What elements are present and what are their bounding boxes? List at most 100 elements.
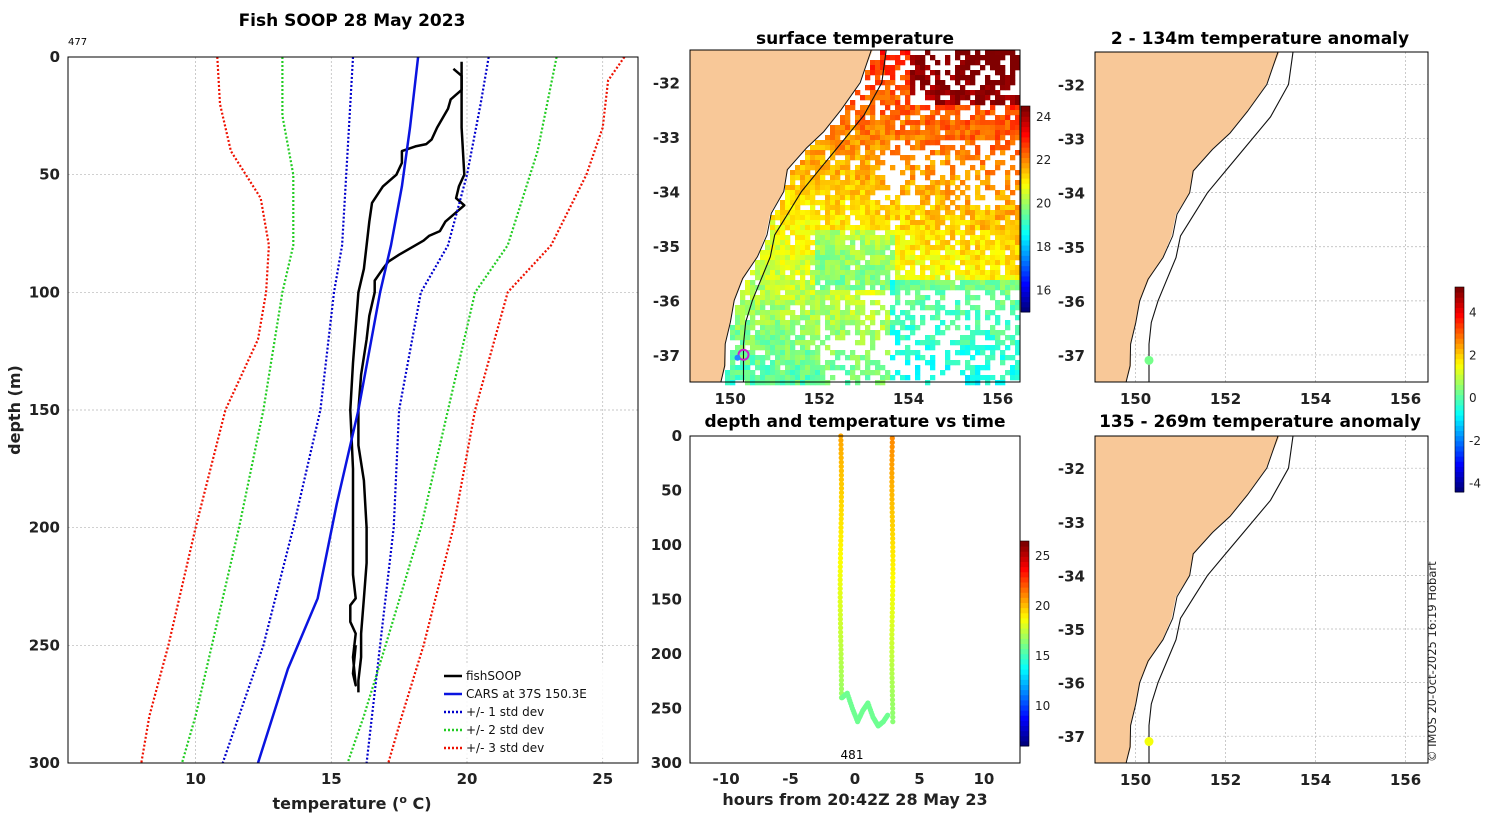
timeseries-colorbar-segment xyxy=(1020,699,1029,706)
sst-pixel xyxy=(970,90,976,96)
sst-pixel xyxy=(895,110,901,116)
sst-pixel xyxy=(915,125,921,131)
sst-pixel xyxy=(795,230,801,236)
sst-pixel xyxy=(800,190,806,196)
timeseries-point xyxy=(838,498,845,504)
sst-pixel xyxy=(835,220,841,226)
sst-pixel xyxy=(775,330,781,336)
sst-pixel xyxy=(930,170,936,176)
timeseries-ytick-label: 50 xyxy=(661,482,682,500)
sst-pixel xyxy=(870,125,876,131)
sst-pixel xyxy=(985,120,991,126)
sst-pixel xyxy=(920,55,926,61)
sst-pixel xyxy=(800,290,806,296)
sst-pixel xyxy=(950,105,956,111)
sst-pixel xyxy=(855,265,861,271)
sst-pixel xyxy=(845,155,851,161)
sst-pixel xyxy=(875,65,881,71)
sst-pixel xyxy=(805,190,811,196)
sst-pixel xyxy=(1015,65,1021,71)
sst-pixel xyxy=(745,340,751,346)
timeseries-point xyxy=(889,662,895,668)
sst-pixel xyxy=(730,325,736,331)
sst-pixel xyxy=(930,110,936,116)
sst-pixel xyxy=(840,195,846,201)
profile-series--3-std-dev xyxy=(387,56,626,764)
sst-pixel xyxy=(935,330,941,336)
sst-pixel xyxy=(965,195,971,201)
sst-colorbar-segment xyxy=(1021,131,1030,138)
sst-pixel xyxy=(970,255,976,261)
sst-pixel xyxy=(920,70,926,76)
sst-pixel xyxy=(885,85,891,91)
sst-pixel xyxy=(780,280,786,286)
sst-pixel xyxy=(800,245,806,251)
sst-pixel xyxy=(835,135,841,141)
sst-pixel xyxy=(975,295,981,301)
sst-pixel xyxy=(850,145,856,151)
sst-pixel xyxy=(860,140,866,146)
sst-pixel xyxy=(980,90,986,96)
sst-pixel xyxy=(830,305,836,311)
sst-pixel xyxy=(825,140,831,146)
timeseries-point xyxy=(838,625,844,631)
sst-pixel xyxy=(855,235,861,241)
timeseries-point xyxy=(837,564,843,570)
sst-pixel xyxy=(1005,225,1011,231)
sst-pixel xyxy=(920,355,926,361)
sst-pixel xyxy=(830,170,836,176)
sst-pixel xyxy=(790,210,796,216)
sst-pixel xyxy=(765,375,771,381)
sst-pixel xyxy=(835,325,841,331)
sst-pixel xyxy=(985,335,991,341)
sst-pixel xyxy=(940,125,946,131)
timeseries-colorbar-segment xyxy=(1020,623,1029,629)
sst-pixel xyxy=(780,325,786,331)
timeseries-point xyxy=(838,503,845,509)
sst-pixel xyxy=(825,230,831,236)
sst-pixel xyxy=(965,55,971,61)
sst-pixel xyxy=(770,380,776,386)
sst-pixel xyxy=(975,280,981,286)
sst-pixel xyxy=(810,275,816,281)
sst-pixel xyxy=(815,370,821,376)
sst-pixel xyxy=(1000,230,1006,236)
sst-pixel xyxy=(970,230,976,236)
sst-pixel xyxy=(850,255,856,261)
sst-pixel xyxy=(800,310,806,316)
sst-pixel xyxy=(785,375,791,381)
timeseries-point xyxy=(890,535,896,542)
sst-pixel xyxy=(1015,360,1021,366)
sst-pixel xyxy=(845,265,851,271)
sst-pixel xyxy=(930,135,936,141)
sst-pixel xyxy=(805,215,811,221)
timeseries-point xyxy=(838,455,844,461)
sst-pixel xyxy=(790,280,796,286)
sst-pixel xyxy=(850,185,856,191)
sst-pixel xyxy=(735,310,741,316)
sst-pixel xyxy=(955,230,961,236)
sst-pixel xyxy=(855,320,861,326)
sst-pixel xyxy=(780,295,786,301)
sst-pixel xyxy=(1005,110,1011,116)
sst-pixel xyxy=(1005,130,1011,136)
sst-pixel xyxy=(805,360,811,366)
sst-pixel xyxy=(780,375,786,381)
sst-pixel xyxy=(930,280,936,286)
sst-pixel xyxy=(970,355,976,361)
sst-pixel xyxy=(950,280,956,286)
sst-pixel xyxy=(820,185,826,191)
timeseries-point xyxy=(889,444,895,450)
sst-pixel xyxy=(860,120,866,126)
sst-pixel xyxy=(735,315,741,321)
sst-pixel xyxy=(925,305,931,311)
sst-pixel xyxy=(930,180,936,186)
sst-pixel xyxy=(975,275,981,281)
sst-pixel xyxy=(995,345,1001,351)
sst-pixel xyxy=(1010,270,1016,276)
sst-pixel xyxy=(850,240,856,246)
sst-pixel xyxy=(1010,240,1016,246)
sst-pixel xyxy=(980,280,986,286)
sst-pixel xyxy=(845,175,851,181)
